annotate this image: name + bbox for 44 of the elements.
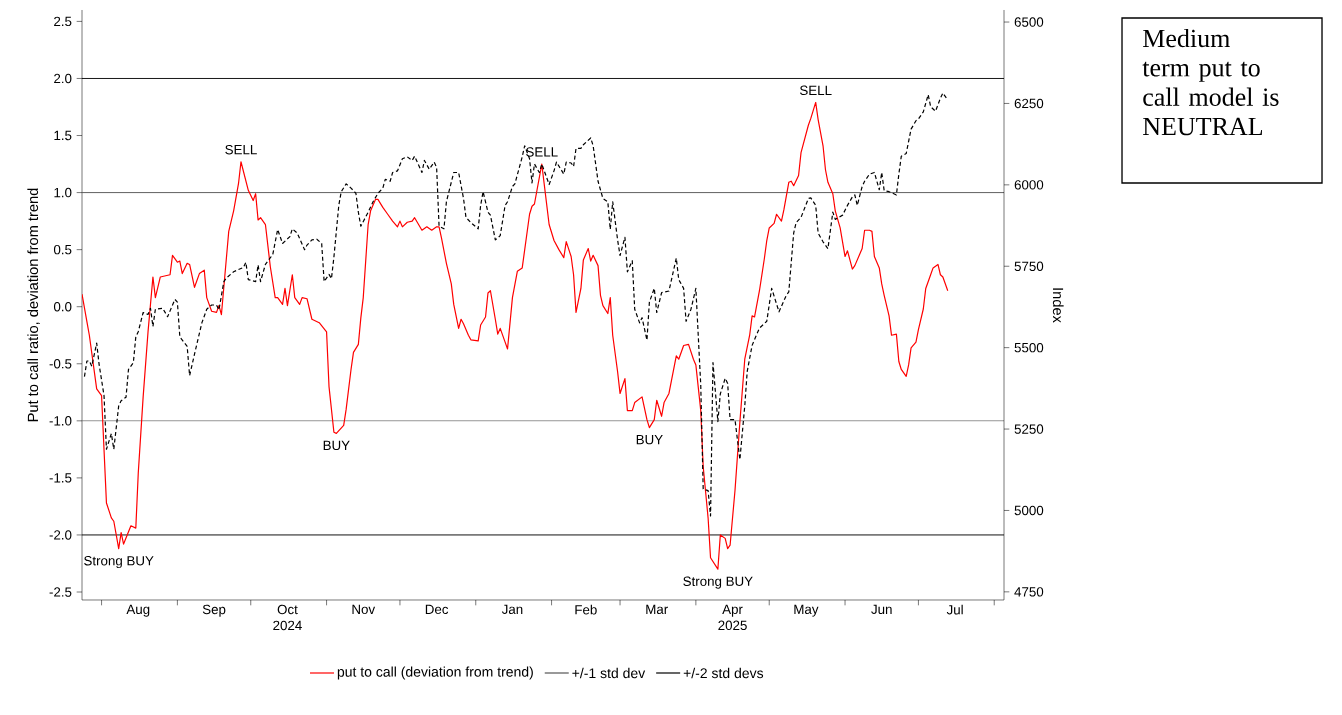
x-tick-label: Dec — [425, 604, 449, 615]
y2-tick-label: 6500 — [1014, 17, 1044, 27]
y-tick-label: -2.5 — [49, 587, 72, 597]
x-tick-label: Jul — [946, 604, 963, 615]
x-tick-label: Jun — [871, 604, 892, 615]
y2-tick-label: 4750 — [1014, 587, 1044, 597]
annotation: SELL — [526, 147, 558, 157]
y2-tick-label: 5250 — [1014, 424, 1044, 434]
y2-tick-label: 5750 — [1014, 261, 1044, 271]
y-tick-label: -0.5 — [49, 359, 72, 369]
annotation: BUY — [636, 435, 663, 445]
y2-tick-label: 6250 — [1014, 98, 1044, 109]
y-tick-label: 0.0 — [53, 301, 72, 312]
y-tick-label: 0.5 — [53, 244, 72, 255]
x-tick-label: May — [794, 604, 819, 617]
y-tick-label: 2.5 — [54, 16, 72, 27]
legend-label: +/-1 std dev — [572, 667, 646, 679]
x-tick-label: Jan — [501, 604, 523, 615]
x-tick-label: Apr 2025 — [718, 604, 747, 631]
y2-tick-label: 5500 — [1014, 342, 1044, 353]
x-tick-label: Sep — [202, 604, 226, 617]
x-tick-label: Feb — [575, 604, 597, 615]
annotation: SELL — [225, 144, 257, 155]
x-tick-label: Mar — [646, 604, 668, 615]
x-tick-label: Aug — [126, 604, 150, 617]
y-tick-label: -1.0 — [49, 416, 72, 426]
y-axis-title: Put to call ratio, deviation from trend — [27, 188, 40, 422]
annotation: SELL — [799, 85, 832, 96]
y-tick-label: 1.5 — [54, 130, 72, 141]
legend-label: +/-2 std devs — [683, 667, 764, 679]
y-tick-label: 1.0 — [54, 187, 72, 198]
y-tick-label: -1.5 — [49, 473, 72, 483]
annotation: Strong BUY — [84, 556, 154, 569]
annotation: BUY — [323, 440, 350, 451]
y-tick-label: 2.0 — [54, 73, 72, 84]
x-tick-label: Oct 2024 — [273, 604, 302, 631]
text: Medium term put to call model is NEUTRAL — [1142, 28, 1279, 136]
y2-tick-label: 6000 — [1014, 180, 1044, 190]
annotation: Strong BUY — [683, 576, 753, 589]
y2-axis-title: Index — [1052, 288, 1064, 323]
y-tick-label: -2.0 — [49, 530, 72, 540]
y2-tick-label: 5000 — [1014, 505, 1044, 516]
x-tick-label: Nov — [352, 604, 376, 615]
legend-label: put to call (deviation from trend) — [337, 666, 533, 680]
